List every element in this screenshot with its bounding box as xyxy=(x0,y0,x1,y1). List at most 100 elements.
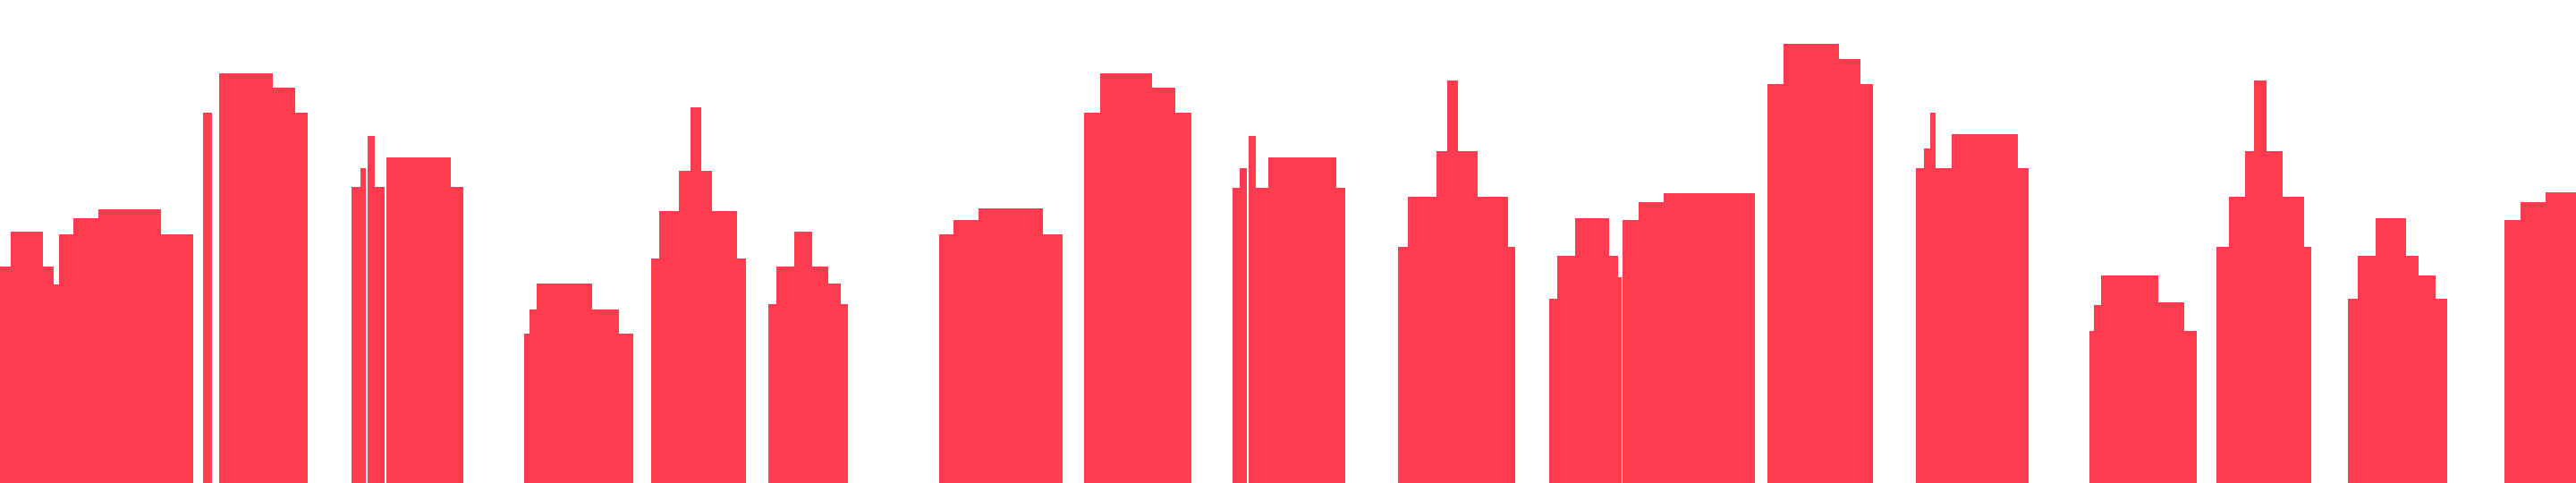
building-segment xyxy=(1607,256,1618,483)
building-segment xyxy=(1936,168,1946,483)
building-segment xyxy=(1784,44,1839,483)
building-segment xyxy=(54,284,61,483)
building-segment xyxy=(2101,275,2158,483)
building-segment xyxy=(592,309,619,483)
building-segment xyxy=(1043,234,1063,483)
building-segment xyxy=(953,220,979,483)
building-segment xyxy=(2182,331,2197,483)
building-segment xyxy=(11,232,43,483)
building-segment xyxy=(812,267,828,483)
building-segment xyxy=(2404,256,2419,483)
building-segment xyxy=(2348,299,2360,483)
building-segment xyxy=(1447,80,1458,483)
building-segment xyxy=(1623,220,1639,483)
building xyxy=(203,73,308,483)
building-segment xyxy=(1240,168,1247,483)
building-segment xyxy=(2279,197,2304,483)
building-segment xyxy=(73,218,98,483)
building xyxy=(352,136,463,483)
building-segment xyxy=(839,304,848,483)
building-segment xyxy=(2263,151,2283,483)
building-segment xyxy=(360,168,366,483)
building-segment xyxy=(1100,73,1152,483)
building-segment xyxy=(1575,218,1609,483)
building-segment xyxy=(1084,113,1102,483)
building-segment xyxy=(2216,247,2231,483)
building-segment xyxy=(2546,192,2576,483)
building-segment xyxy=(537,284,592,483)
building-segment xyxy=(1436,151,1447,483)
building-segment xyxy=(0,267,11,483)
building-segment xyxy=(2358,256,2377,483)
building-segment xyxy=(2094,305,2101,483)
building-segment xyxy=(1726,220,1746,483)
building xyxy=(651,107,746,483)
building xyxy=(2089,275,2197,483)
building-segment xyxy=(1152,88,1175,483)
building-segment xyxy=(2302,247,2311,483)
skyline-buildings xyxy=(0,44,2576,483)
building-segment xyxy=(530,309,537,483)
building-segment xyxy=(679,171,691,483)
building-segment xyxy=(2157,302,2184,483)
building-segment xyxy=(737,258,746,483)
building xyxy=(1398,80,1515,483)
building-segment xyxy=(2435,299,2447,483)
building-segment xyxy=(979,208,1043,483)
building-segment xyxy=(43,267,54,483)
building-segment xyxy=(2016,168,2029,483)
building xyxy=(0,209,193,483)
building-segment xyxy=(1924,148,1931,483)
building-segment xyxy=(1859,84,1873,483)
building xyxy=(768,232,848,483)
building-segment xyxy=(352,187,362,483)
building-segment xyxy=(1458,151,1478,483)
building xyxy=(2504,192,2576,483)
building-segment xyxy=(1268,157,1336,483)
building-segment xyxy=(1408,197,1438,483)
building-segment xyxy=(712,211,737,483)
building-segment xyxy=(1639,202,1665,483)
building-segment xyxy=(1249,136,1256,483)
building xyxy=(1549,193,1755,483)
building-segment xyxy=(1175,113,1191,483)
building-segment xyxy=(2521,202,2547,483)
building-segment xyxy=(2376,218,2406,483)
building-segment xyxy=(1476,197,1508,483)
building-segment xyxy=(295,113,308,483)
building-segment xyxy=(2418,275,2436,483)
building-segment xyxy=(828,284,841,483)
building-segment xyxy=(374,187,385,483)
building-segment xyxy=(98,209,161,483)
building-segment xyxy=(1506,247,1515,483)
building-segment xyxy=(1335,188,1345,483)
building-segment xyxy=(368,136,375,483)
building-segment xyxy=(451,187,463,483)
building-segment xyxy=(1837,59,1860,483)
building xyxy=(939,208,1063,483)
building-segment xyxy=(1398,247,1409,483)
building-segment xyxy=(1952,134,2018,483)
building-segment xyxy=(386,157,451,483)
building xyxy=(524,284,633,483)
building-segment xyxy=(524,334,531,483)
building-segment xyxy=(794,232,812,483)
building-segment xyxy=(1767,84,1785,483)
building-segment xyxy=(659,211,679,483)
building-segment xyxy=(1946,168,1953,483)
building-segment xyxy=(219,73,273,483)
building-segment xyxy=(619,334,633,483)
building-segment xyxy=(651,258,660,483)
building-segment xyxy=(691,107,701,483)
building-segment xyxy=(203,113,212,483)
building xyxy=(1767,44,1873,483)
building-segment xyxy=(1616,277,1622,483)
building-segment xyxy=(776,267,794,483)
building-segment xyxy=(2229,197,2247,483)
building xyxy=(1916,113,2029,483)
building-segment xyxy=(1256,188,1268,483)
building xyxy=(1084,73,1191,483)
building-segment xyxy=(1930,113,1936,483)
